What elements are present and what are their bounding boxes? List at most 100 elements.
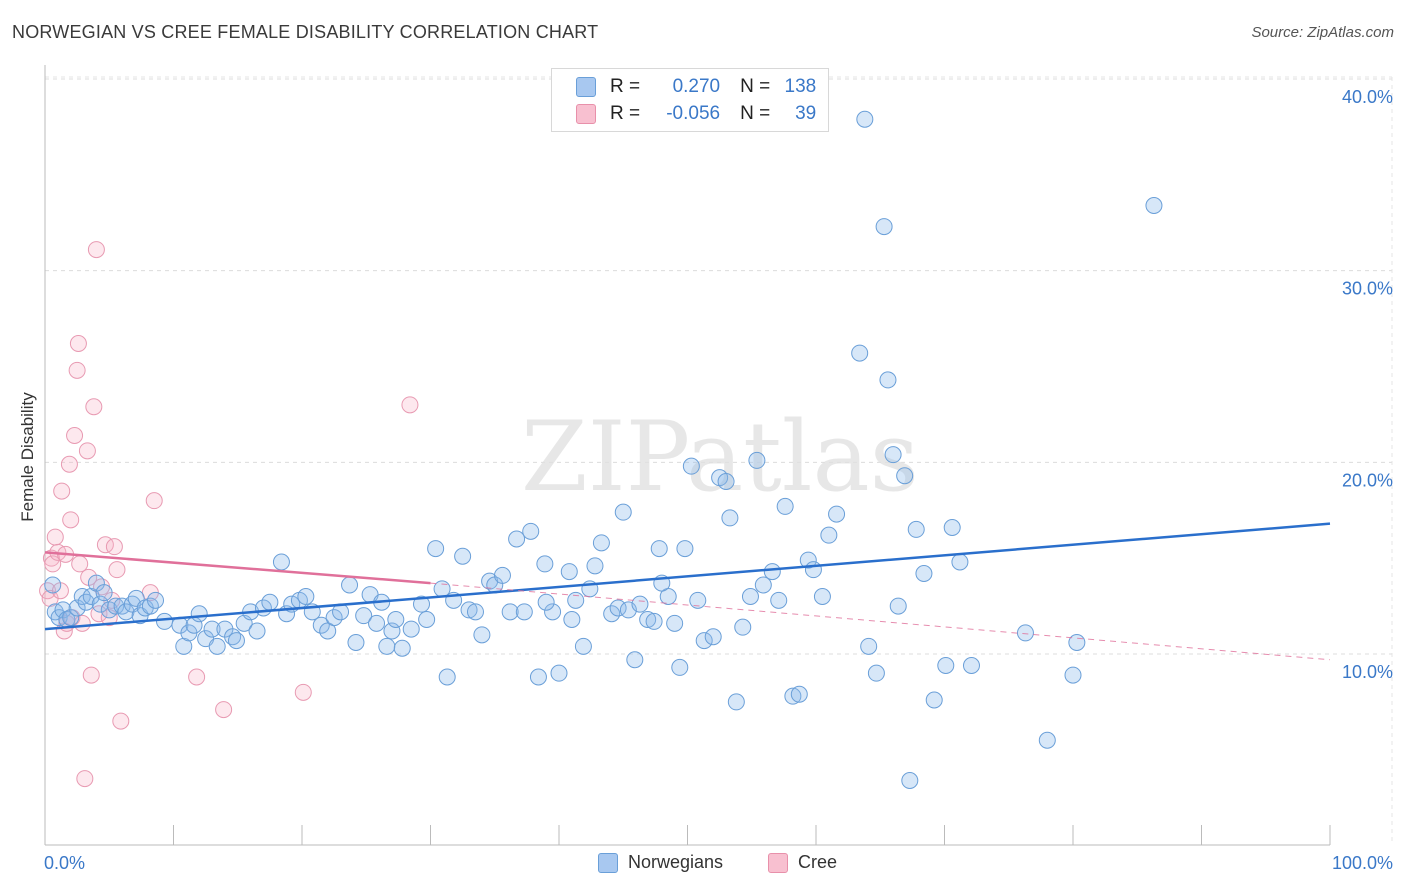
cree-point — [66, 427, 84, 444]
norwegians-point — [689, 591, 707, 609]
cree-point — [112, 712, 130, 730]
norwegians-point — [645, 612, 663, 630]
norwegians-point — [804, 561, 822, 579]
norwegians-point — [799, 551, 817, 569]
norwegians-point — [741, 588, 759, 605]
norwegians-point — [813, 588, 831, 605]
norwegians-point — [203, 620, 221, 638]
cree-point — [71, 555, 89, 573]
cree-point — [60, 455, 78, 473]
norwegians-point — [614, 503, 632, 521]
legend-label-norwegians: Norwegians — [628, 852, 724, 872]
watermark: ZIPatlas — [521, 401, 919, 513]
norwegians-point — [460, 601, 478, 619]
norwegians-point — [943, 519, 961, 536]
norwegians-point — [522, 522, 540, 540]
norwegians-point — [770, 591, 788, 609]
norwegians-point — [790, 685, 808, 703]
norwegians-point — [639, 611, 657, 628]
norwegians-point — [378, 637, 396, 655]
norwegians-point — [856, 110, 874, 128]
norwegians-point — [962, 657, 980, 674]
norwegians-point — [1145, 197, 1163, 214]
legend-item-norwegians[interactable]: Norwegians — [598, 852, 723, 873]
norwegians-point — [537, 593, 555, 611]
cree-point — [76, 770, 94, 788]
legend-r-value: 0.270 — [672, 76, 721, 97]
legend-row-norwegians: R = 0.270 N = 138 — [576, 74, 816, 100]
cree-point — [87, 241, 105, 259]
legend-n-label: N = — [740, 76, 771, 97]
norwegians-point — [671, 658, 689, 676]
axes — [44, 65, 1331, 846]
y-tick-label: 40.0% — [1342, 87, 1393, 107]
norwegians-point — [248, 622, 266, 640]
cree-swatch — [768, 852, 788, 873]
norwegians-point — [544, 603, 562, 621]
norwegians-swatch — [576, 77, 596, 97]
norwegians-point — [147, 591, 165, 609]
norwegians-point — [493, 566, 511, 584]
norwegians-point — [466, 603, 484, 621]
norwegians-point — [925, 691, 943, 709]
cree-point — [62, 511, 80, 529]
norwegians-point — [884, 446, 902, 464]
norwegians-point — [1038, 731, 1056, 749]
norwegians-point — [896, 467, 914, 485]
norwegians-point — [355, 607, 373, 625]
cree-point — [46, 528, 64, 546]
norwegians-point — [695, 632, 713, 650]
norwegians-point — [438, 668, 456, 686]
norwegians-point — [763, 563, 781, 581]
norwegians-point — [368, 614, 386, 632]
norwegians-point — [347, 634, 365, 651]
correlation-legend: R = 0.270 N = 138 R = -0.056 N = 39 — [551, 68, 829, 132]
norwegians-point — [515, 603, 533, 621]
cree-point — [69, 335, 87, 352]
norwegians-point — [851, 344, 869, 362]
norwegians-point — [776, 497, 794, 515]
norwegians-point — [454, 547, 472, 565]
norwegians-point — [427, 540, 445, 558]
norwegians-point — [889, 597, 907, 615]
y-tick-label: 20.0% — [1342, 470, 1393, 490]
norwegians-point — [567, 591, 585, 609]
norwegians-point — [626, 651, 644, 669]
norwegians-point — [754, 576, 772, 594]
norwegians-point — [951, 553, 969, 571]
chart-source: Source: ZipAtlas.com — [1251, 24, 1394, 41]
norwegians-point — [784, 687, 802, 705]
norwegians-point — [127, 589, 145, 607]
legend-item-cree[interactable]: Cree — [768, 852, 837, 873]
norwegians-point — [828, 505, 846, 523]
norwegians-point — [1068, 634, 1086, 651]
trend-lines — [44, 522, 1331, 661]
norwegians-point — [717, 473, 735, 490]
cree-point — [68, 361, 86, 379]
norwegians-point — [227, 632, 245, 650]
cree-point — [108, 561, 126, 579]
norwegians-point — [860, 637, 878, 655]
norwegians-point — [666, 614, 684, 632]
norwegians-point — [1016, 624, 1034, 642]
norwegians-point — [402, 620, 420, 638]
cree-point — [85, 398, 103, 416]
norwegians-point — [272, 553, 290, 571]
norwegians-point — [603, 605, 621, 623]
y-tick-label: 30.0% — [1342, 279, 1393, 299]
norwegians-trend-line — [44, 522, 1331, 631]
norwegians-point — [901, 772, 919, 789]
gridlines — [45, 76, 1393, 845]
norwegians-point — [156, 612, 174, 630]
cree-points — [39, 241, 419, 788]
norwegians-point — [1064, 666, 1082, 684]
norwegians-point — [560, 563, 578, 581]
norwegians-point — [574, 637, 592, 655]
norwegians-point — [875, 218, 893, 236]
cree-point — [215, 701, 233, 719]
norwegians-point — [915, 565, 933, 582]
tick-labels: 10.0% 20.0% 30.0% 40.0% 0.0% 100.0% — [44, 87, 1393, 873]
norwegians-point — [721, 509, 739, 527]
legend-n-label: N = — [740, 103, 771, 124]
